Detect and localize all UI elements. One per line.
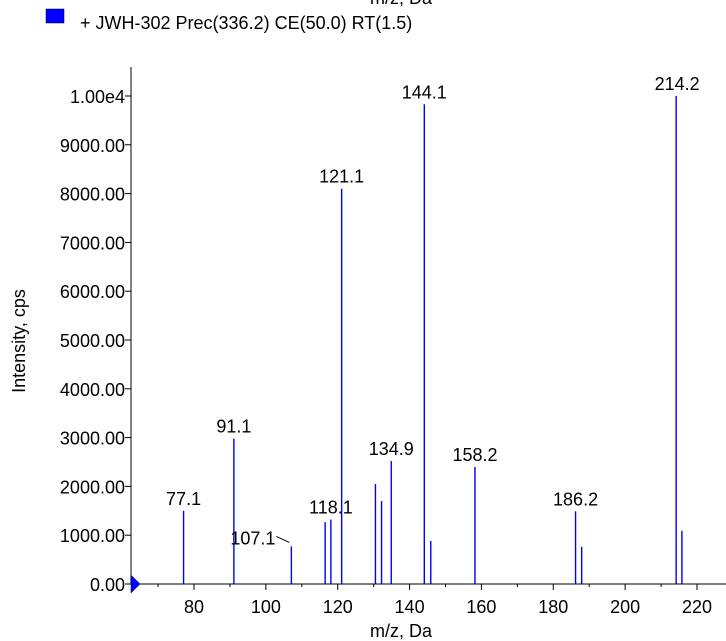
y-tick-label: 4000.00 xyxy=(60,380,125,400)
y-tick-label: 0.00 xyxy=(90,575,125,595)
y-tick-label: 7000.00 xyxy=(60,233,125,253)
x-tick-label: 80 xyxy=(184,597,204,617)
y-tick-label: 8000.00 xyxy=(60,185,125,205)
peak-labels: 77.1 91.1 107.1 118.1 121.1 134.9 144.1 158.2 18… xyxy=(166,74,700,548)
x-axis-start-marker xyxy=(130,574,141,594)
x-tick-label: 160 xyxy=(466,597,496,617)
x-axis-label: m/z, Da xyxy=(370,621,433,641)
y-axis-label: Intensity, cps xyxy=(9,289,29,393)
x-tick-label: 220 xyxy=(682,597,712,617)
y-tick-label: 2000.00 xyxy=(60,477,125,497)
peak-label: 214.2 xyxy=(655,74,700,94)
top-label-fragment: m/z, Da xyxy=(370,0,433,8)
y-axis-ticks: 0.00 1000.00 2000.00 3000.00 4000.00 5000.00 6… xyxy=(60,87,131,595)
peak-label-leader xyxy=(276,535,290,543)
peak-label: 134.9 xyxy=(369,439,414,459)
peak-label: 186.2 xyxy=(553,489,598,509)
y-tick-label: 6000.00 xyxy=(60,282,125,302)
y-tick-label: 9000.00 xyxy=(60,136,125,156)
peak-label: 91.1 xyxy=(216,417,251,437)
y-tick-label: 5000.00 xyxy=(60,331,125,351)
y-tick-label: 3000.00 xyxy=(60,429,125,449)
peak-label: 121.1 xyxy=(319,167,364,187)
peak-label: 144.1 xyxy=(402,82,447,102)
y-tick-label: 1000.00 xyxy=(60,526,125,546)
x-tick-label: 200 xyxy=(610,597,640,617)
x-axis-ticks: 80 100 120 140 160 180 200 220 xyxy=(157,584,712,617)
legend-swatch xyxy=(45,8,65,24)
x-tick-label: 140 xyxy=(395,597,425,617)
peak-label: 107.1 xyxy=(230,528,275,548)
x-tick-label: 120 xyxy=(323,597,353,617)
legend-text: + JWH-302 Prec(336.2) CE(50.0) RT(1.5) xyxy=(80,13,412,33)
peak-label: 77.1 xyxy=(166,489,201,509)
peak-label: 118.1 xyxy=(309,498,353,518)
peak-lines xyxy=(182,96,683,584)
peak-label: 158.2 xyxy=(452,445,497,465)
y-tick-label: 1.00e4 xyxy=(70,87,125,107)
x-tick-label: 180 xyxy=(538,597,568,617)
x-tick-label: 100 xyxy=(251,597,281,617)
